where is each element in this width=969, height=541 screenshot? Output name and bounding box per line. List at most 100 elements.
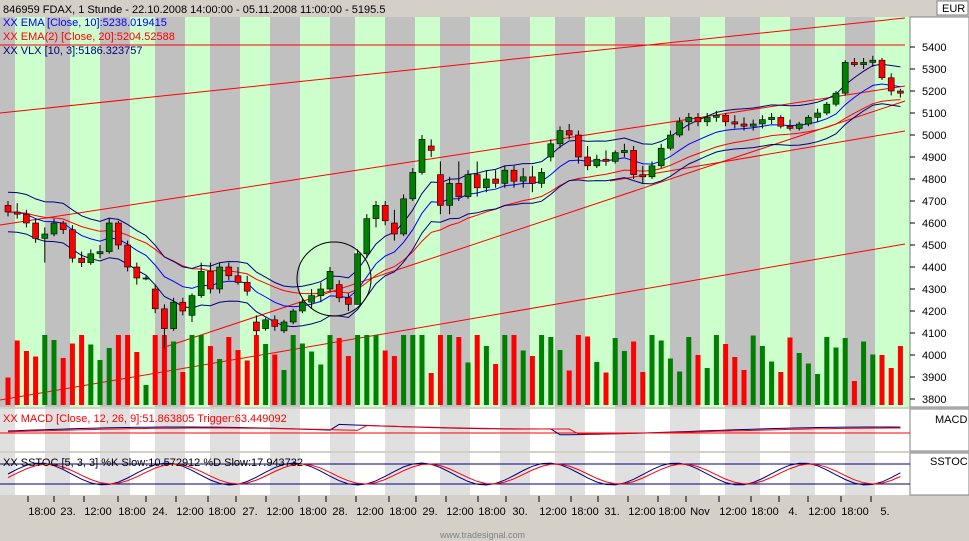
candle-body	[400, 198, 407, 235]
candle-body	[878, 59, 886, 79]
x-tick-label: 31.	[604, 506, 619, 518]
candle-body	[253, 321, 260, 332]
indicator-day-band	[440, 453, 470, 495]
candle-body	[372, 205, 380, 219]
volume-bar	[520, 350, 526, 405]
day-band	[440, 17, 470, 407]
x-tick-label: 23.	[60, 506, 75, 518]
indicator-day-band	[500, 453, 530, 495]
candle-body	[142, 277, 150, 280]
volume-bar	[548, 337, 554, 405]
macd-trigger-line	[7, 425, 901, 435]
indicator-day-band	[270, 409, 300, 451]
candle-body	[188, 295, 196, 316]
candle-body	[740, 123, 748, 127]
candle-body	[464, 174, 472, 197]
candle-body	[648, 165, 656, 178]
day-band	[100, 17, 130, 407]
indicator-day-band	[500, 409, 530, 451]
candle-body	[749, 123, 757, 127]
candle-body	[538, 172, 545, 184]
candle-body	[519, 176, 527, 182]
candle-body	[547, 143, 555, 158]
volume-bar	[787, 337, 793, 405]
indicator-day-band	[615, 453, 645, 495]
candle-body	[510, 169, 518, 182]
volume-bar	[23, 351, 29, 405]
volume-bar	[640, 372, 646, 405]
candle-body	[262, 319, 269, 329]
volume-bar	[410, 335, 416, 405]
volume-bar	[465, 362, 471, 405]
volume-bar	[143, 385, 149, 405]
volume-bar	[134, 352, 140, 405]
volume-bar	[750, 335, 756, 405]
volume-bar	[5, 377, 11, 405]
candle-body	[243, 282, 251, 292]
x-tick-label: 28.	[332, 506, 347, 518]
y-tick-label: 4900	[922, 152, 946, 164]
volume-bar	[281, 370, 287, 405]
indicator-day-band	[270, 453, 300, 495]
day-band	[330, 17, 355, 407]
y-tick-label: 4800	[922, 174, 946, 186]
indicator-day-bands	[0, 409, 875, 495]
y-tick-label: 4300	[922, 284, 946, 296]
candle-body	[759, 119, 766, 125]
y-tick-label: 5300	[922, 64, 946, 76]
volume-bar	[759, 346, 765, 405]
volume-bar	[686, 337, 692, 405]
volume-bar	[502, 335, 508, 405]
volume-bar	[299, 343, 305, 405]
x-tick-label: 30.	[512, 506, 527, 518]
x-tick-label: 12:00	[628, 506, 656, 518]
volume-bar	[419, 335, 425, 405]
volume-bar	[511, 335, 517, 405]
sstoc-k-line	[7, 462, 901, 486]
volume-bars	[5, 335, 903, 405]
candle-body	[23, 213, 30, 224]
volume-bar	[667, 358, 673, 405]
time-x-axis: 18:00 23. 12:00 18:00 24. 12:00 18:00 27. 12:00 1…	[27, 496, 890, 518]
volume-bar	[97, 360, 103, 405]
candle-body	[584, 156, 591, 167]
sstoc-axis-bg	[909, 452, 969, 496]
candle-body	[731, 121, 739, 125]
candle-body	[593, 158, 601, 167]
candle-body	[529, 176, 536, 184]
candle-body	[225, 266, 233, 277]
volume-bar	[897, 346, 903, 405]
volume-bar	[106, 348, 112, 405]
candle-body	[216, 266, 223, 290]
candle-body	[418, 139, 426, 173]
day-band	[155, 17, 185, 407]
indicator-day-band	[790, 453, 815, 495]
x-tick-label: 18:00	[841, 506, 869, 518]
volume-bar	[152, 335, 158, 405]
candle-body	[41, 233, 49, 239]
day-band	[670, 17, 700, 407]
y-tick-label: 3900	[922, 372, 946, 384]
volume-bar	[290, 335, 296, 405]
day-bands	[0, 17, 875, 407]
candle-body	[713, 114, 720, 118]
trend-line	[609, 130, 906, 182]
candle-body	[170, 301, 177, 329]
candle-body	[381, 205, 389, 222]
x-tick-label: 18:00	[389, 506, 417, 518]
indicator-day-band	[210, 453, 240, 495]
volume-bar	[483, 346, 489, 405]
volume-bar	[695, 355, 701, 405]
y-tick-label: 5000	[922, 130, 946, 142]
candle-body	[363, 218, 371, 255]
day-band	[45, 17, 70, 407]
candle-body	[795, 123, 803, 129]
candle-body	[703, 117, 711, 123]
candle-body	[87, 253, 95, 263]
candle-body	[317, 288, 325, 296]
volume-bar	[529, 356, 535, 405]
indicator-day-band	[440, 409, 470, 451]
volume-bar	[456, 337, 462, 405]
candle-body	[446, 183, 453, 206]
candle-body	[326, 271, 334, 290]
